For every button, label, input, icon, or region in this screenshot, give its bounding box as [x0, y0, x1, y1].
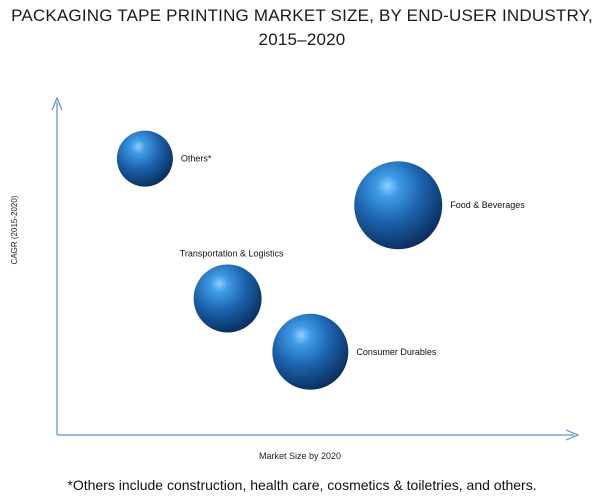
chart-title-line2: 2015–2020 [258, 30, 346, 49]
bubble-consumer-durables [272, 313, 349, 390]
bubble-chart: Market Size by 2020 CAGR (2015-2020) Oth… [10, 96, 580, 461]
bubble-others [116, 130, 173, 187]
x-axis-label: Market Size by 2020 [259, 451, 341, 461]
x-axis-arrow [565, 429, 580, 441]
footnote: *Others include construction, health car… [67, 477, 537, 493]
chart-title: PACKAGING TAPE PRINTING MARKET SIZE, BY … [0, 4, 604, 52]
bubble-label: Consumer Durables [356, 347, 437, 357]
bubble-label: Others* [181, 154, 212, 164]
y-axis-label: CAGR (2015-2020) [10, 195, 19, 264]
bubble-food-beverages [354, 161, 443, 250]
chart-axes [51, 96, 580, 441]
bubble-transportation-logistics [193, 264, 262, 333]
bubble-series: Others* Food & Beverages Transportation & … [116, 130, 525, 390]
bubble-label: Transportation & Logistics [180, 248, 284, 258]
chart-title-line1: PACKAGING TAPE PRINTING MARKET SIZE, BY … [11, 6, 593, 25]
y-axis-arrow [51, 96, 63, 111]
bubble-label: Food & Beverages [450, 200, 525, 210]
